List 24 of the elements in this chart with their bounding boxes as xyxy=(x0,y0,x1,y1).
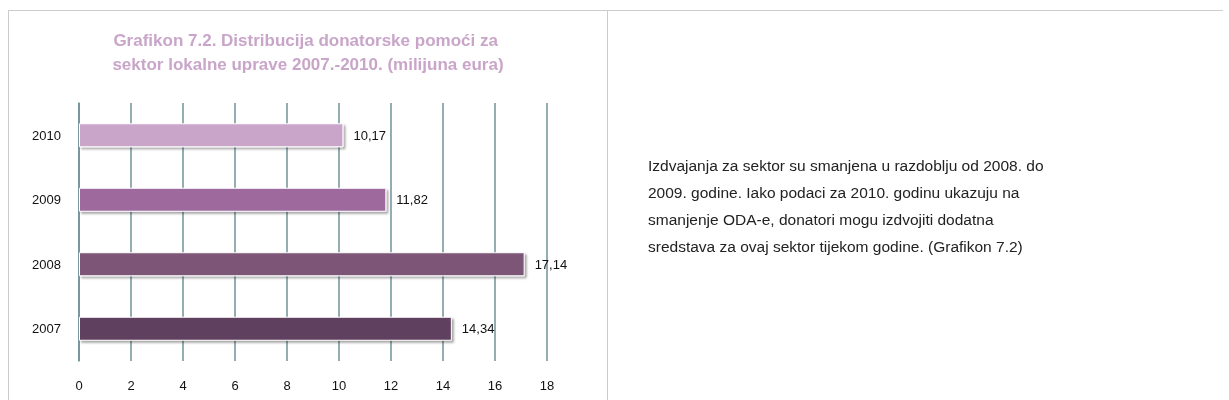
y-tick-label: 2010 xyxy=(32,127,61,143)
x-tick-label: 10 xyxy=(331,378,347,393)
data-label: 17,14 xyxy=(534,256,568,272)
y-tick-label: 2007 xyxy=(32,321,61,337)
bar xyxy=(79,316,452,341)
data-label: 14,34 xyxy=(461,321,495,337)
x-tick-label: 6 xyxy=(231,378,239,393)
x-tick-label: 8 xyxy=(283,378,291,393)
x-tick-label: 4 xyxy=(179,378,187,393)
y-tick-label: 2009 xyxy=(32,192,61,208)
x-tick-label: 2 xyxy=(127,378,135,393)
data-label: 10,17 xyxy=(353,127,386,143)
x-tick-label: 18 xyxy=(539,378,555,393)
text: Izdvajanja za sektor su smanjena u razdoblju od 2008. do 2009. godine. Iako podaci za 2010. godinu ukazuju na smanjenje ODA-e, donatori mogu izdvojiti dodatna sredstava za ovaj sektor tijekom godine. (Grafikon 7.2) xyxy=(648,156,1045,257)
x-tick-label: 12 xyxy=(383,378,399,393)
data-label: 11,82 xyxy=(396,192,428,208)
y-tick-label: 2008 xyxy=(32,256,61,272)
bar xyxy=(79,252,525,277)
bar xyxy=(79,123,344,148)
chart-title: Grafikon 7.2. Distribucija donatorske pomoći za sektor lokalne uprave 2007.-2010. (milijuna eura) xyxy=(112,30,504,74)
x-tick-label: 16 xyxy=(487,378,503,393)
bar xyxy=(79,187,387,212)
x-tick-label: 0 xyxy=(75,378,83,393)
x-tick-label: 14 xyxy=(435,378,451,393)
